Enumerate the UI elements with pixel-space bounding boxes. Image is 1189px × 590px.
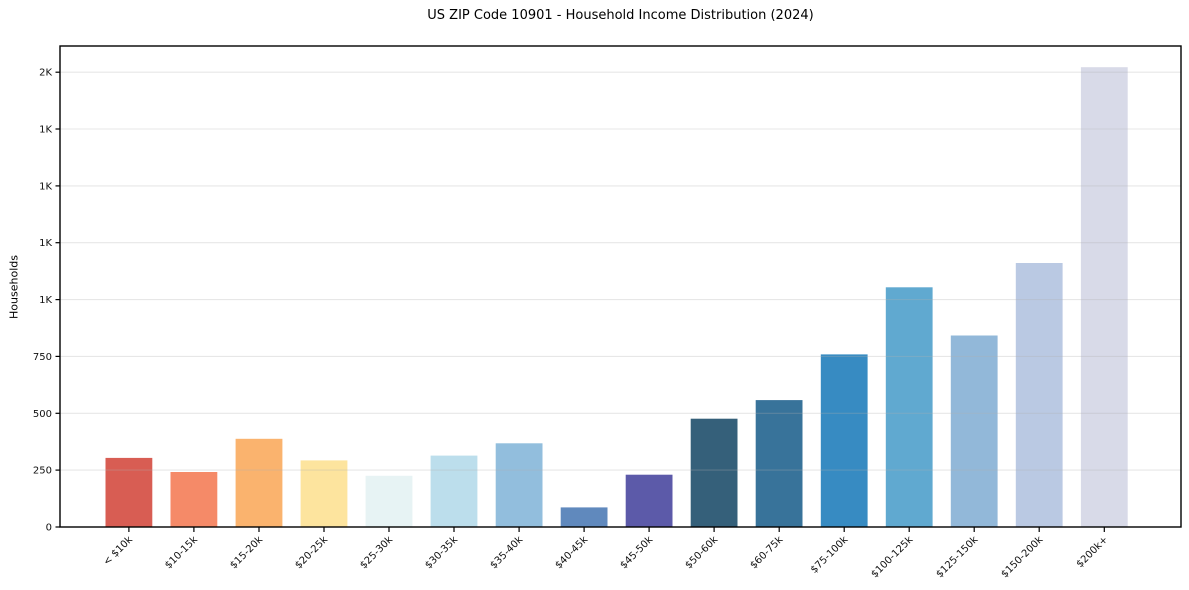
x-tick-label: $15-20k <box>228 534 265 571</box>
x-tick-label: $10-15k <box>163 534 200 571</box>
x-tick-label: $125-150k <box>934 534 980 580</box>
x-tick-label: $45-50k <box>618 534 655 571</box>
y-tick-label: 2K <box>39 68 52 79</box>
x-tick-label: $40-45k <box>553 534 590 571</box>
x-tick-label: $60-75k <box>748 534 785 571</box>
bar-50-60k <box>690 418 738 527</box>
y-tick-label: 1K <box>39 295 52 306</box>
y-tick-label: 1K <box>39 238 52 249</box>
bar-10-15k <box>170 472 218 527</box>
bar-20-25k <box>300 460 348 527</box>
bar-45-50k <box>625 474 673 527</box>
bar-125-150k <box>950 335 998 527</box>
y-tick-label: 0 <box>46 523 52 534</box>
y-tick-label: 1K <box>39 181 52 192</box>
bar-40-45k <box>560 507 608 527</box>
bar-60-75k <box>755 400 803 527</box>
y-tick-label: 750 <box>33 352 52 363</box>
bar-200k <box>1080 67 1128 527</box>
x-tick-label: $30-35k <box>423 534 460 571</box>
bar-30-35k <box>430 455 478 527</box>
x-tick-label: $75-100k <box>809 534 851 576</box>
x-tick-label: $20-25k <box>293 534 330 571</box>
bar-100-125k <box>885 287 933 527</box>
bar-25-30k <box>365 475 413 527</box>
x-tick-label: $35-40k <box>488 534 525 571</box>
x-tick-label: < $10k <box>101 534 135 568</box>
bar-75-100k <box>820 354 868 527</box>
y-tick-label: 1K <box>39 125 52 136</box>
chart-title: US ZIP Code 10901 - Household Income Dis… <box>427 8 814 23</box>
bar-15-20k <box>235 438 283 527</box>
y-tick-label: 250 <box>33 466 52 477</box>
x-tick-label: $100-125k <box>869 534 915 580</box>
bar-10k <box>105 457 153 527</box>
y-tick-label: 500 <box>33 409 52 420</box>
x-tick-label: $150-200k <box>999 534 1045 580</box>
bar-150-200k <box>1015 263 1063 527</box>
x-tick-label: $200k+ <box>1075 534 1111 570</box>
plot-border <box>59 45 1182 528</box>
x-tick-label: $50-60k <box>683 534 720 571</box>
x-tick-label: $25-30k <box>358 534 395 571</box>
bar-35-40k <box>495 443 543 527</box>
